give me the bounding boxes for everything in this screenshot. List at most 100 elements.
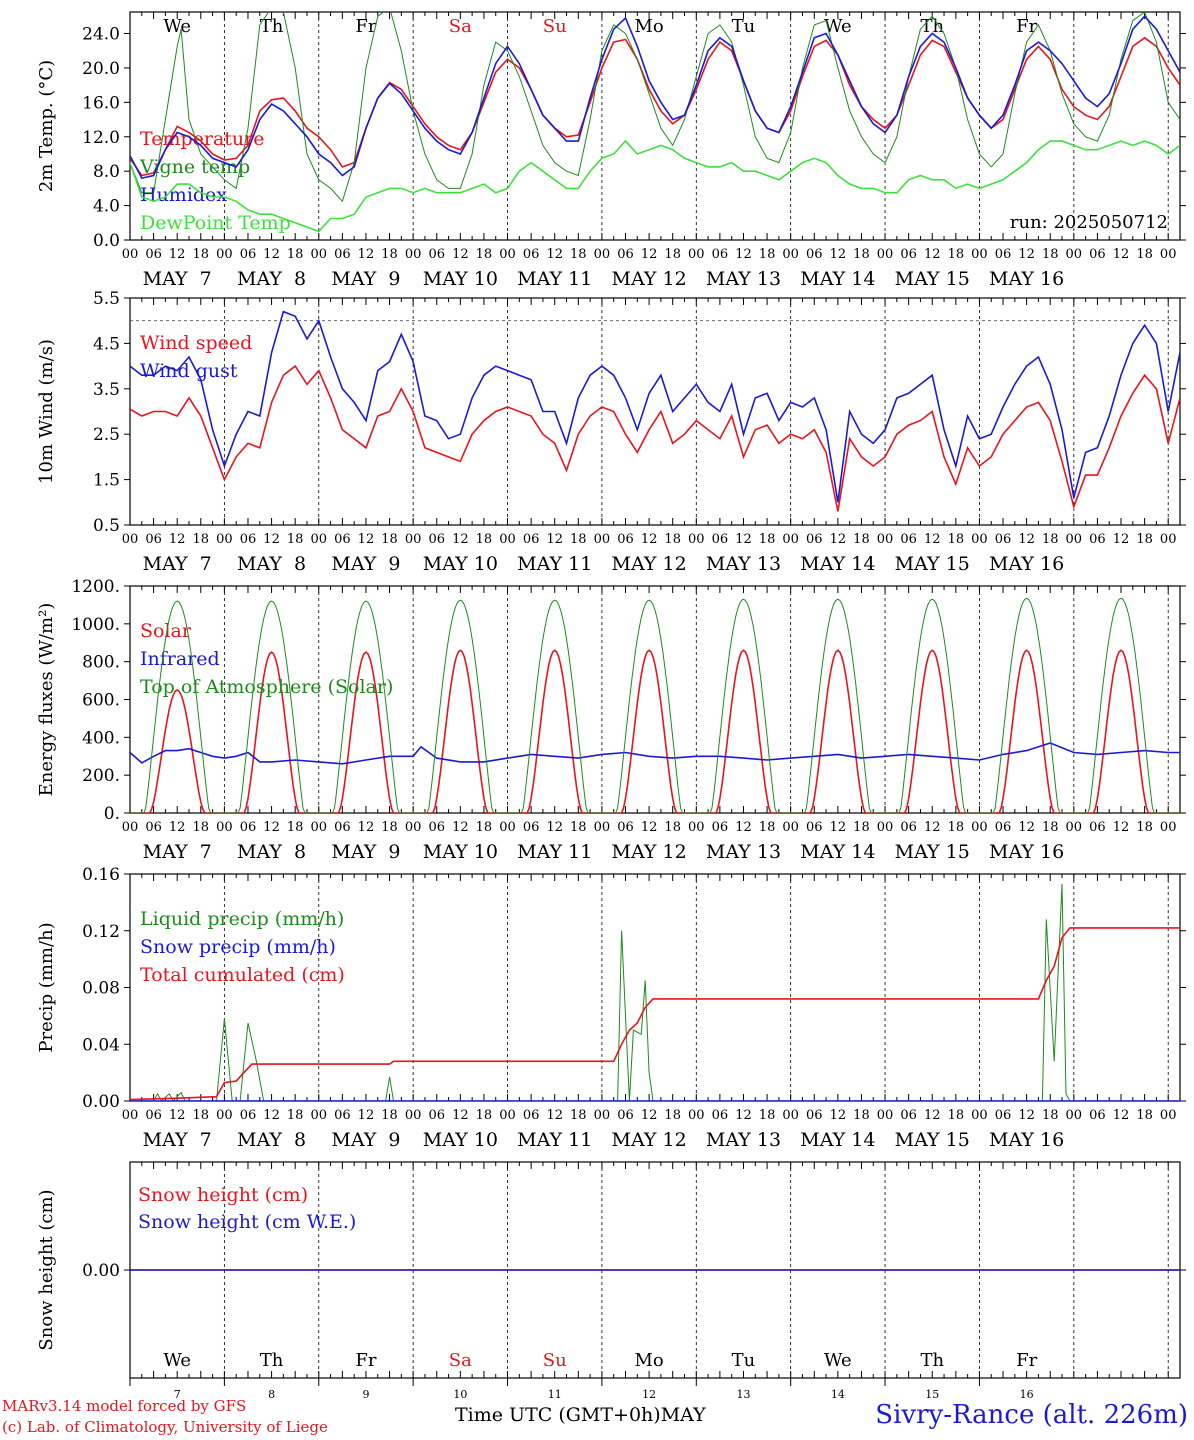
y-tick-label: 0.08 xyxy=(82,979,120,999)
y-tick-label: 0.0 xyxy=(93,231,120,251)
series-line-humidex xyxy=(130,15,1180,180)
x-hour-label: 18 xyxy=(1042,1108,1059,1123)
x-hour-label: 18 xyxy=(1136,820,1153,835)
x-hour-label: 00 xyxy=(310,532,327,547)
legend-entry: Wind gust xyxy=(140,360,238,382)
x-hour-label: 12 xyxy=(641,1108,658,1123)
y-tick-label: 4.5 xyxy=(93,334,120,354)
x-hour-label: 18 xyxy=(1042,247,1059,262)
panel-snow: 0.00 Snow height (cm) We 7 Th 8 Fr 9 Sa 10 Su 11 Mo 1… xyxy=(36,1161,1186,1401)
x-hour-label: 06 xyxy=(806,820,823,835)
x-day-number: 16 xyxy=(1020,1388,1034,1401)
x-hour-label: 06 xyxy=(428,532,445,547)
x-hour-label: 12 xyxy=(1113,1108,1130,1123)
x-hour-label: 06 xyxy=(334,247,351,262)
x-hour-label: 18 xyxy=(664,1108,681,1123)
x-hour-label: 00 xyxy=(971,1108,988,1123)
x-hour-label: 12 xyxy=(1113,532,1130,547)
y-tick-label: 200. xyxy=(82,766,120,786)
weekday-label: Su xyxy=(543,1350,567,1371)
series-line-vigne-temp xyxy=(130,12,1180,203)
x-date-label: MAY 8 xyxy=(237,841,306,863)
x-day-number: 13 xyxy=(736,1388,750,1401)
x-day-number: 15 xyxy=(925,1388,939,1401)
series-line-infrared xyxy=(130,742,1180,765)
x-hour-label: 06 xyxy=(617,820,634,835)
x-date-label: MAY 8 xyxy=(237,1129,306,1151)
x-hour-label: 18 xyxy=(948,247,965,262)
x-date-label: MAY 14 xyxy=(800,553,875,575)
x-hour-label: 12 xyxy=(452,532,469,547)
x-hour-label: 12 xyxy=(735,532,752,547)
x-date-label: MAY 11 xyxy=(517,1129,592,1151)
x-hour-label: 12 xyxy=(924,820,941,835)
x-hour-label: 18 xyxy=(664,820,681,835)
weekday-label: Tu xyxy=(732,1350,756,1371)
x-date-label: MAY 12 xyxy=(612,1129,687,1151)
x-hour-label: 12 xyxy=(830,532,847,547)
x-date-label: MAY 10 xyxy=(423,841,498,863)
legend-entry: Snow precip (mm/h) xyxy=(140,936,336,958)
x-hour-label: 06 xyxy=(523,820,540,835)
x-hour-label: 00 xyxy=(688,532,705,547)
x-hour-label: 18 xyxy=(476,1108,493,1123)
credit-line-2: (c) Lab. of Climatology, University of L… xyxy=(2,1418,328,1436)
x-hour-label: 00 xyxy=(782,1108,799,1123)
x-hour-label: 18 xyxy=(193,247,210,262)
x-hour-label: 06 xyxy=(712,247,729,262)
legend-entry: Temperature xyxy=(140,128,264,150)
x-hour-label: 12 xyxy=(358,532,375,547)
x-hour-label: 00 xyxy=(1160,820,1177,835)
credit-line-1: MARv3.14 model forced by GFS xyxy=(2,1397,247,1415)
weekday-label: Fr xyxy=(355,16,376,37)
x-hour-label: 18 xyxy=(381,1108,398,1123)
y-tick-label: 0. xyxy=(104,804,120,824)
x-hour-label: 18 xyxy=(570,820,587,835)
x-hour-label: 06 xyxy=(617,1108,634,1123)
panel-frame xyxy=(129,11,1181,241)
x-hour-label: 18 xyxy=(381,820,398,835)
x-hour-label: 18 xyxy=(381,247,398,262)
station-title: Sivry-Rance (alt. 226m) xyxy=(875,1400,1188,1430)
legend-entry: DewPoint Temp xyxy=(140,212,291,234)
x-hour-label: 00 xyxy=(216,247,233,262)
x-hour-label: 00 xyxy=(971,820,988,835)
x-hour-label: 00 xyxy=(216,1108,233,1123)
x-hour-label: 12 xyxy=(1018,1108,1035,1123)
x-day-number: 7 xyxy=(174,1388,181,1401)
series-line-dewpoint-temp xyxy=(130,139,1180,233)
x-hour-label: 12 xyxy=(452,820,469,835)
x-date-label: MAY 14 xyxy=(800,268,875,290)
x-date-label: MAY 15 xyxy=(895,268,970,290)
series-line-temperature xyxy=(130,36,1180,177)
x-day-number: 8 xyxy=(268,1388,275,1401)
x-hour-label: 06 xyxy=(1089,532,1106,547)
x-hour-label: 12 xyxy=(169,820,186,835)
x-date-label: MAY 15 xyxy=(895,1129,970,1151)
x-hour-label: 18 xyxy=(193,532,210,547)
x-hour-label: 00 xyxy=(122,247,139,262)
x-hour-label: 00 xyxy=(594,820,611,835)
x-hour-label: 12 xyxy=(924,247,941,262)
x-hour-label: 00 xyxy=(216,532,233,547)
x-hour-label: 18 xyxy=(664,532,681,547)
x-hour-label: 00 xyxy=(499,247,516,262)
y-tick-label: 1000. xyxy=(71,615,120,635)
x-hour-label: 12 xyxy=(924,1108,941,1123)
y-tick-label: 20.0 xyxy=(82,59,120,79)
x-hour-label: 06 xyxy=(1089,247,1106,262)
x-hour-label: 00 xyxy=(594,1108,611,1123)
y-tick-label: 400. xyxy=(82,728,120,748)
x-date-label: MAY 10 xyxy=(423,268,498,290)
x-hour-label: 00 xyxy=(1160,532,1177,547)
legend-entry: Liquid precip (mm/h) xyxy=(140,908,344,930)
x-hour-label: 06 xyxy=(240,820,257,835)
x-date-label: MAY 15 xyxy=(895,841,970,863)
x-date-label: MAY 9 xyxy=(331,841,400,863)
x-hour-label: 06 xyxy=(240,1108,257,1123)
legend-entry: Vigne temp xyxy=(139,156,250,178)
x-hour-label: 12 xyxy=(735,1108,752,1123)
x-hour-label: 06 xyxy=(806,1108,823,1123)
y-tick-label: 800. xyxy=(82,653,120,673)
